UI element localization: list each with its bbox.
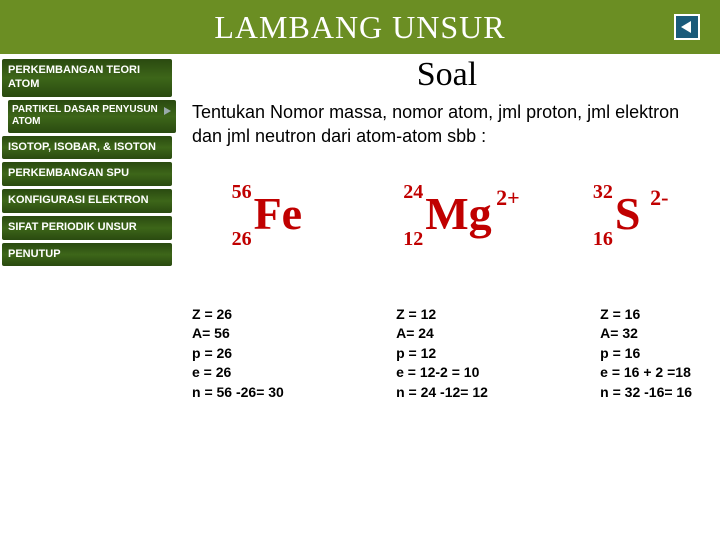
mass-number: 56: [232, 181, 252, 204]
submenu-arrow-icon: [162, 106, 172, 116]
mass-number: 32: [593, 181, 613, 204]
answer-block-1: Z = 12 A= 24 p = 12 e = 12-2 = 10 n = 24…: [396, 305, 488, 403]
sidebar-item-3[interactable]: PERKEMBANGAN SPU: [2, 162, 172, 186]
mass-number: 24: [403, 181, 423, 204]
sidebar-item-0[interactable]: PERKEMBANGAN TEORI ATOM: [2, 59, 172, 97]
answers-row: Z = 26 A= 56 p = 26 e = 26 n = 56 -26= 3…: [192, 305, 702, 403]
sidebar: PERKEMBANGAN TEORI ATOMPARTIKEL DASAR PE…: [0, 54, 180, 540]
content-text: Tentukan Nomor massa, nomor atom, jml pr…: [192, 100, 702, 149]
atomic-number: 16: [593, 228, 613, 251]
header: LAMBANG UNSUR: [0, 0, 720, 54]
element-fe: 56Fe26: [254, 169, 303, 237]
element-mg: 24Mg122+: [425, 169, 491, 237]
body: PERKEMBANGAN TEORI ATOMPARTIKEL DASAR PE…: [0, 54, 720, 540]
back-button[interactable]: [674, 14, 700, 40]
charge: 2-: [650, 185, 668, 211]
atomic-number: 12: [403, 228, 423, 251]
page-title: LAMBANG UNSUR: [214, 9, 505, 46]
element-s: 32S162-: [615, 169, 641, 237]
answer-block-2: Z = 16 A= 32 p = 16 e = 16 + 2 =18 n = 3…: [600, 305, 692, 403]
sidebar-item-6[interactable]: PENUTUP: [2, 243, 172, 267]
charge: 2+: [496, 185, 520, 211]
atomic-number: 26: [232, 228, 252, 251]
element-symbol: Fe: [254, 191, 303, 237]
answer-block-0: Z = 26 A= 56 p = 26 e = 26 n = 56 -26= 3…: [192, 305, 284, 403]
content-title: Soal: [192, 56, 702, 94]
sidebar-item-1[interactable]: PARTIKEL DASAR PENYUSUN ATOM: [8, 100, 176, 133]
sidebar-item-5[interactable]: SIFAT PERIODIK UNSUR: [2, 216, 172, 240]
back-icon: [679, 19, 695, 35]
sidebar-item-2[interactable]: ISOTOP, ISOBAR, & ISOTON: [2, 136, 172, 160]
element-symbol: Mg: [425, 191, 491, 237]
elements-row: 56Fe2624Mg122+32S162-: [192, 169, 702, 279]
sidebar-item-4[interactable]: KONFIGURASI ELEKTRON: [2, 189, 172, 213]
content: Soal Tentukan Nomor massa, nomor atom, j…: [180, 54, 720, 540]
element-symbol: S: [615, 191, 641, 237]
